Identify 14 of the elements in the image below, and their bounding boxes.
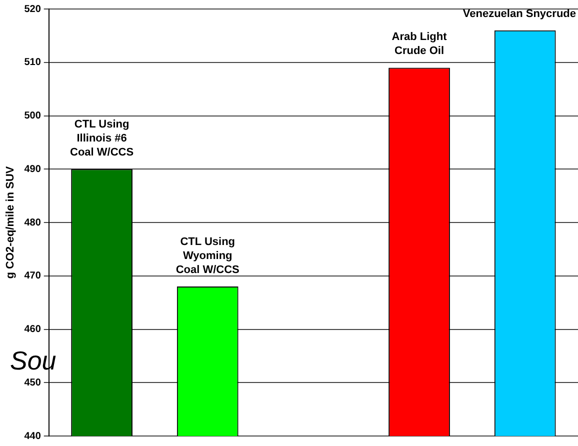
y-tick-label: 450 <box>24 377 42 388</box>
y-tick-label: 440 <box>24 430 42 442</box>
x-tick-label: CTL Using Illinois #6 Coal W/CCS <box>70 118 134 159</box>
y-tick-label: 520 <box>24 4 42 15</box>
y-tick-label: 500 <box>24 110 42 122</box>
y-tick-label: 480 <box>24 217 42 228</box>
y-tick-label: 490 <box>24 164 42 175</box>
y-tick-label: 510 <box>24 57 42 68</box>
y-tick-label: 460 <box>24 324 42 335</box>
x-tick-label: Venezuelan Snycrude <box>462 8 576 20</box>
x-tick-label: Arab Light Crude Oil <box>392 31 448 58</box>
y-axis-title: g CO2-eq/mile in SUV <box>4 166 17 279</box>
x-tick-label: CTL Using Wyoming Coal W/CCS <box>176 236 240 276</box>
y-tick-label: 470 <box>24 270 42 282</box>
